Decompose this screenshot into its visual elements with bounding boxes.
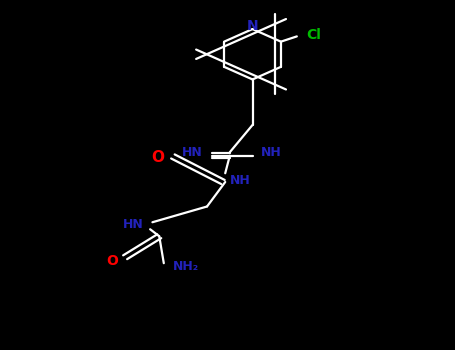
Text: N: N [247, 19, 258, 33]
Text: O: O [106, 254, 118, 268]
Text: HN: HN [182, 146, 202, 160]
Text: HN: HN [122, 217, 143, 231]
Text: NH₂: NH₂ [173, 259, 199, 273]
Text: NH: NH [230, 174, 251, 187]
Text: Cl: Cl [306, 28, 321, 42]
Text: NH: NH [261, 146, 282, 160]
Text: O: O [151, 150, 164, 165]
